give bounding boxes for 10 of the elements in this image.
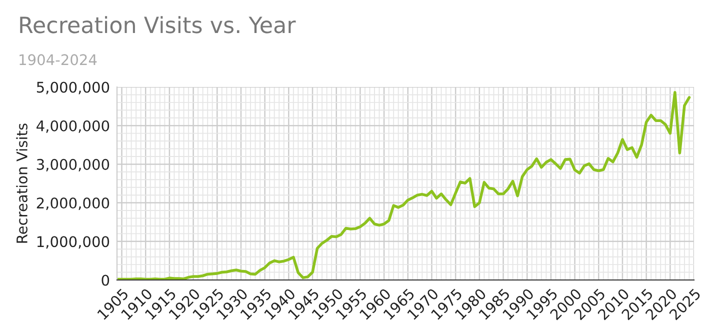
line-series xyxy=(117,91,691,280)
y-tick-label: 5,000,000 xyxy=(36,82,110,94)
chart-title: Recreation Visits vs. Year xyxy=(20,16,296,34)
y-tick-label: 3,000,000 xyxy=(36,158,110,172)
y-tick-label: 0 xyxy=(102,274,110,286)
y-tick-label: 2,000,000 xyxy=(36,198,110,210)
y-axis-title: Recreation Visits xyxy=(16,124,28,243)
y-tick-label: 4,000,000 xyxy=(36,120,110,133)
y-tick-label: 1,000,000 xyxy=(37,236,110,249)
chart-subtitle: 1904-2024 xyxy=(20,54,97,66)
